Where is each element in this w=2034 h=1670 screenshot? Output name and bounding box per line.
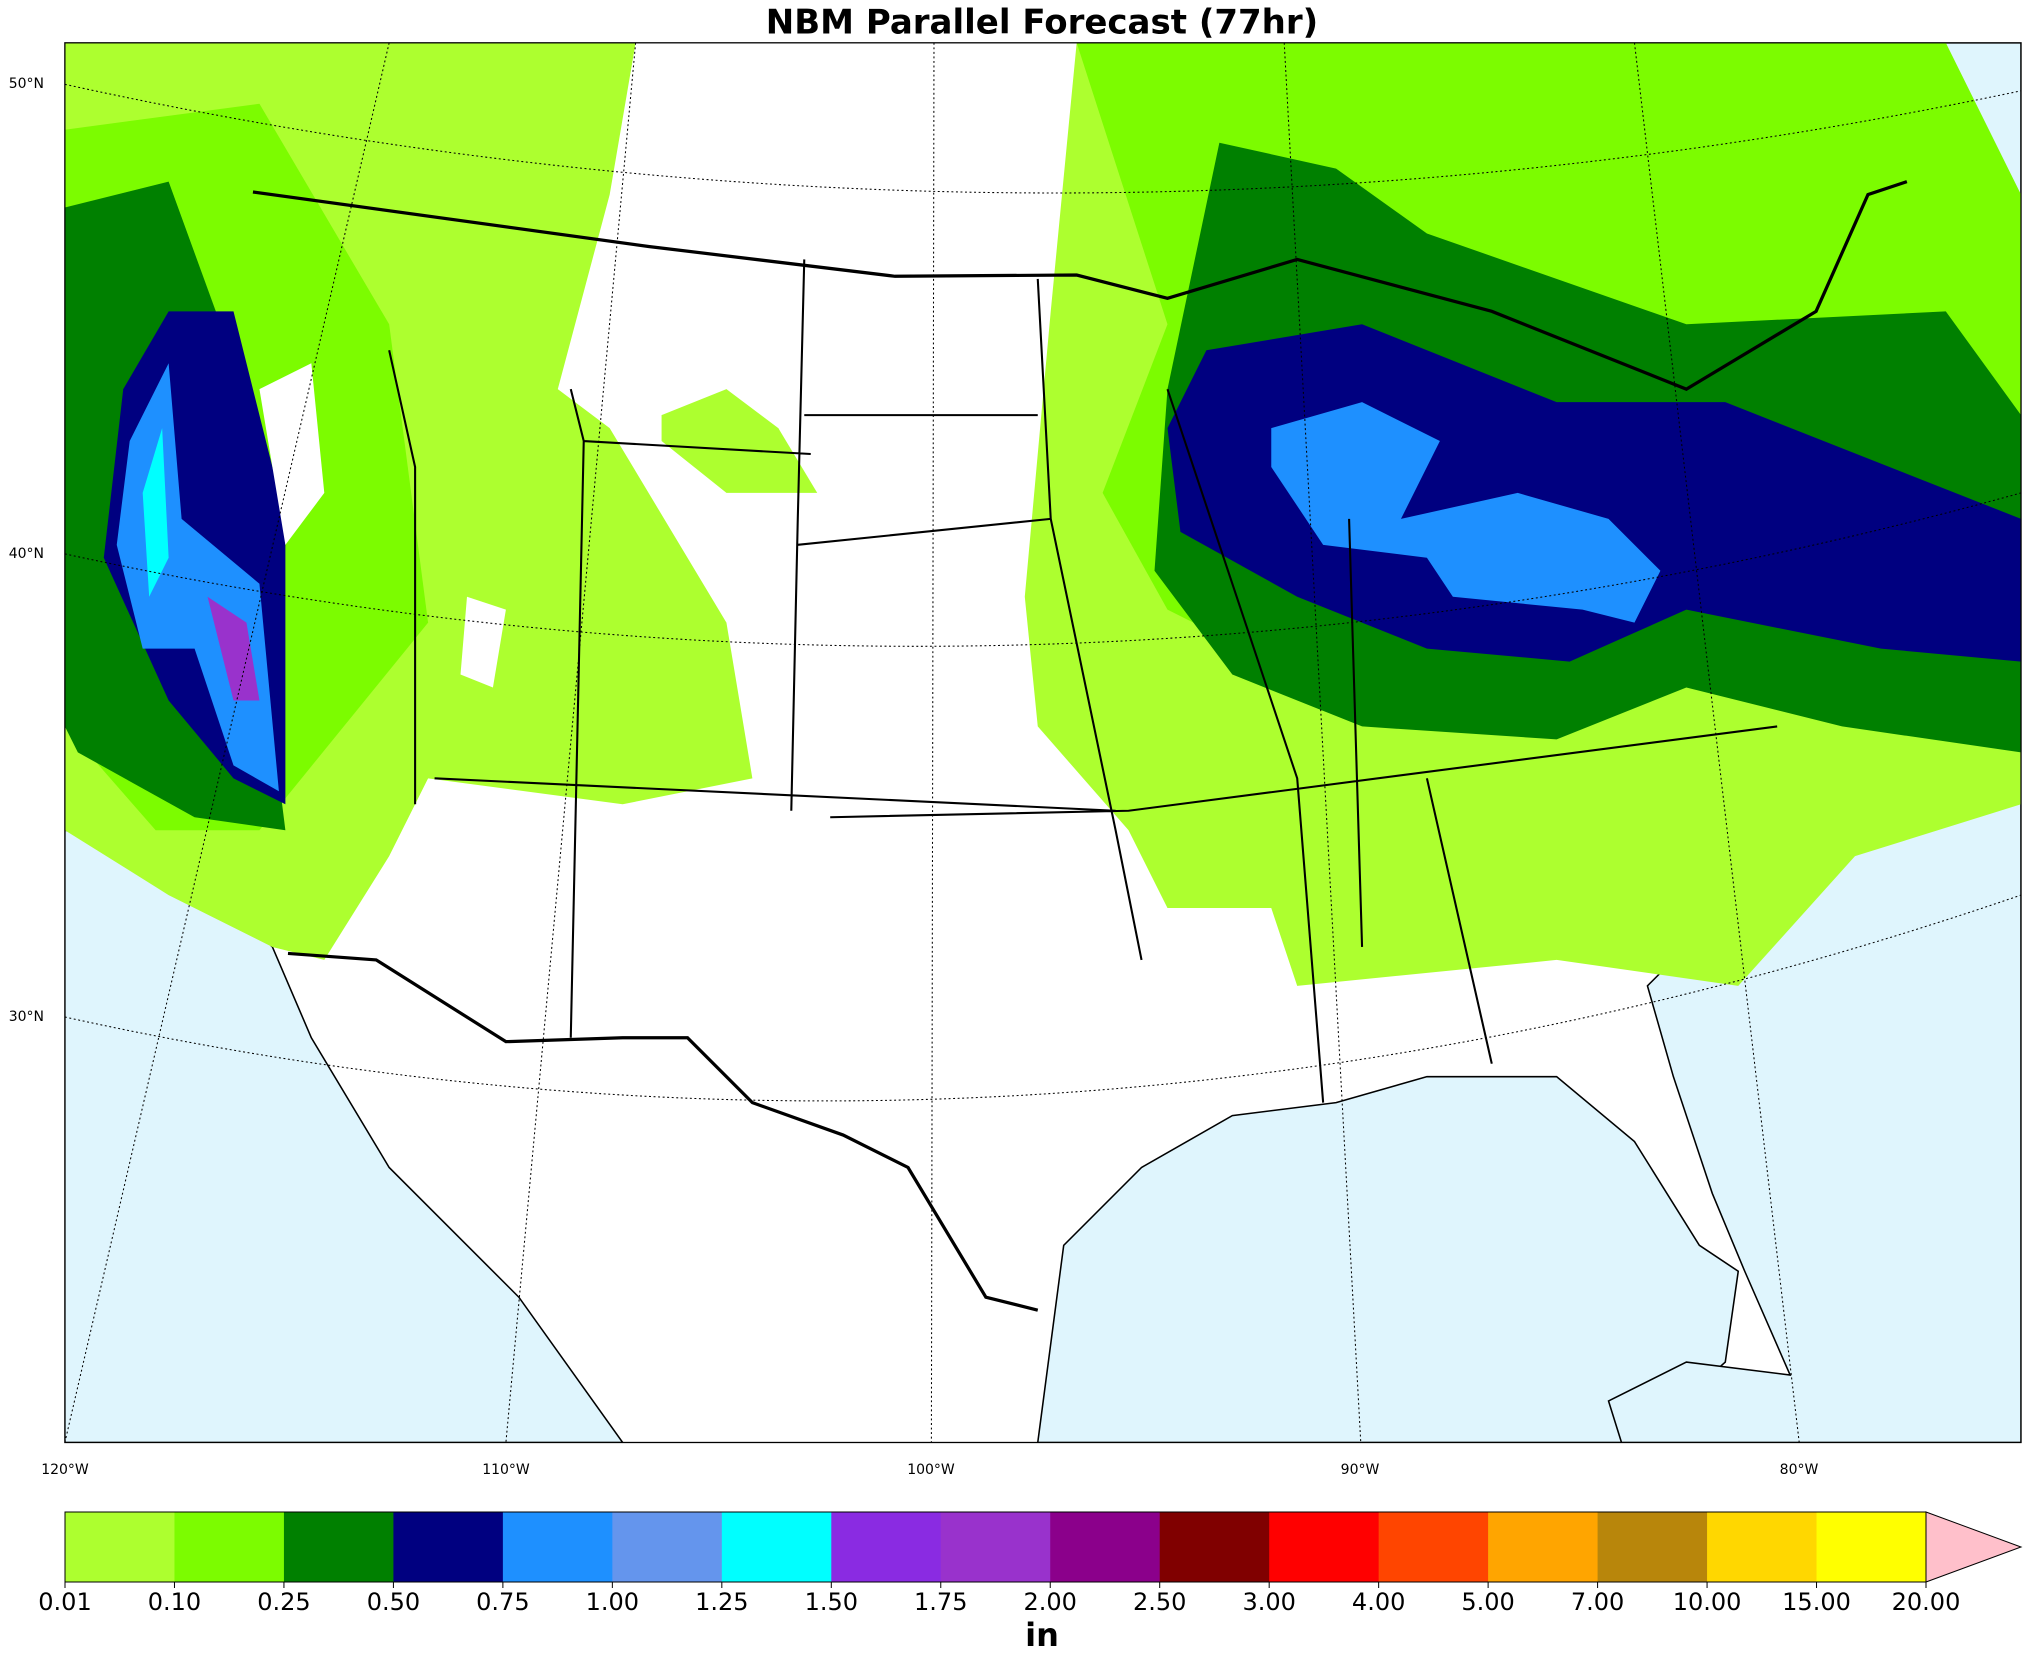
lat-label: 40°N	[9, 546, 44, 562]
colorbar-tick-label: 10.00	[1673, 1588, 1742, 1616]
colorbar-segment	[393, 1512, 504, 1582]
lon-label: 110°W	[482, 1462, 530, 1478]
colorbar-segment	[1050, 1512, 1161, 1582]
colorbar-segment	[1816, 1512, 1927, 1582]
borders	[252, 180, 1908, 1312]
lon-labels: 120°W 110°W 100°W 90°W 80°W	[41, 1462, 1818, 1478]
colorbar-segment	[1707, 1512, 1818, 1582]
colorbar-tick-label: 0.25	[257, 1588, 310, 1616]
colorbar-tick-label: 0.10	[148, 1588, 201, 1616]
colorbar-segment	[283, 1512, 394, 1582]
title: NBM Parallel Forecast (77hr)	[766, 3, 1318, 43]
lat-label: 50°N	[9, 76, 44, 92]
colorbar-tick-label: 2.50	[1133, 1588, 1186, 1616]
colorbar-segment	[612, 1512, 723, 1582]
colorbar-tick-label: 20.00	[1892, 1588, 1961, 1616]
lon-label: 120°W	[41, 1462, 89, 1478]
colorbar-segment	[502, 1512, 613, 1582]
colorbar-tick-label: 0.01	[38, 1588, 91, 1616]
colorbar-segment	[1488, 1512, 1599, 1582]
colorbar-segment	[940, 1512, 1051, 1582]
colorbar-frame	[64, 1511, 1927, 1583]
lat-labels: 50°N 40°N 30°N	[9, 76, 44, 1025]
colorbar-tick-label: 3.00	[1242, 1588, 1295, 1616]
colorbar-tick-label: 0.75	[476, 1588, 529, 1616]
colorbar-tick-label: 1.75	[914, 1588, 967, 1616]
colorbar-segment	[174, 1512, 285, 1582]
colorbar-segment	[831, 1512, 942, 1582]
lat-label: 30°N	[9, 1009, 44, 1025]
lon-label: 80°W	[1780, 1462, 1819, 1478]
colorbar: 0.01 0.10 0.25 0.50 0.75 1.00 1.25 1.50 1.75 2.00…	[38, 1511, 2023, 1616]
colorbar-tick-label: 2.00	[1024, 1588, 1077, 1616]
precip-west	[64, 42, 753, 960]
colorbar-tick-label: 7.00	[1571, 1588, 1624, 1616]
colorbar-tick-label: 5.00	[1461, 1588, 1514, 1616]
colorbar-segment	[65, 1512, 175, 1582]
colorbar-segment	[1378, 1512, 1489, 1582]
lon-label: 100°W	[907, 1462, 955, 1478]
colorbar-tick-label: 1.00	[586, 1588, 639, 1616]
colorbar-tick-label: 0.50	[367, 1588, 420, 1616]
colorbar-segment	[1159, 1512, 1270, 1582]
colorbar-extend	[1925, 1511, 2023, 1583]
colorbar-tick-label: 4.00	[1352, 1588, 1405, 1616]
lon-label: 90°W	[1341, 1462, 1380, 1478]
colorbar-tick-label: 15.00	[1782, 1588, 1851, 1616]
colorbar-tick-label: 1.25	[695, 1588, 748, 1616]
precip-east	[661, 42, 2022, 986]
colorbar-segment	[721, 1512, 832, 1582]
colorbar-label: in	[1025, 1616, 1059, 1654]
colorbar-tick-label: 1.50	[805, 1588, 858, 1616]
colorbar-segment	[1269, 1512, 1380, 1582]
colorbar-segment	[1597, 1512, 1708, 1582]
map	[64, 42, 2022, 1444]
